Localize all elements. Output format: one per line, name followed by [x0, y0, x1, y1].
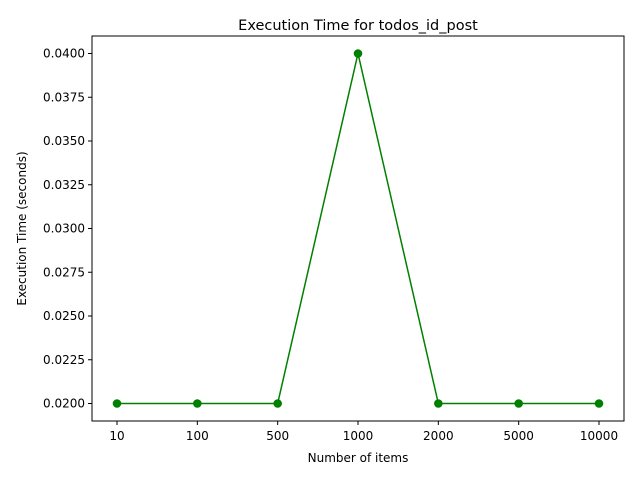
data-point — [514, 399, 523, 408]
y-tick-label: 0.0325 — [43, 178, 85, 192]
y-tick-label: 0.0200 — [43, 397, 85, 411]
y-tick-label: 0.0300 — [43, 222, 85, 236]
x-axis-ticks: 10 100 500 1000 2000 5000 10000 — [109, 421, 618, 443]
y-tick-label: 0.0225 — [43, 353, 85, 367]
y-axis-ticks: 0.0200 0.0225 0.0250 0.0275 0.0300 0.0325 0.03… — [43, 47, 92, 411]
series-layer — [112, 49, 604, 408]
data-point — [112, 399, 122, 408]
y-tick-label: 0.0400 — [43, 47, 85, 61]
data-point — [353, 49, 363, 58]
x-tick-label: 100 — [186, 429, 209, 443]
x-tick-label: 1000 — [343, 429, 374, 443]
y-tick-label: 0.0375 — [43, 90, 85, 104]
x-axis-title: Number of items — [308, 451, 409, 465]
x-tick-label: 2000 — [423, 429, 454, 443]
plot-frame — [91, 35, 625, 422]
data-point — [434, 399, 443, 408]
y-tick-label: 0.0350 — [43, 134, 85, 148]
y-tick-label: 0.0275 — [43, 265, 85, 279]
data-point — [594, 399, 604, 408]
data-point — [193, 399, 202, 408]
series-line — [117, 53, 599, 405]
x-tick-label: 5000 — [503, 429, 534, 443]
x-tick-label: 10 — [109, 429, 124, 443]
data-point — [273, 399, 282, 408]
x-tick-label: 10000 — [580, 429, 618, 443]
chart-title: Execution Time for todos_id_post — [238, 18, 478, 34]
y-tick-label: 0.0250 — [43, 309, 85, 323]
y-axis-title: Execution Time (seconds) — [15, 151, 29, 305]
x-tick-label: 500 — [266, 429, 289, 443]
